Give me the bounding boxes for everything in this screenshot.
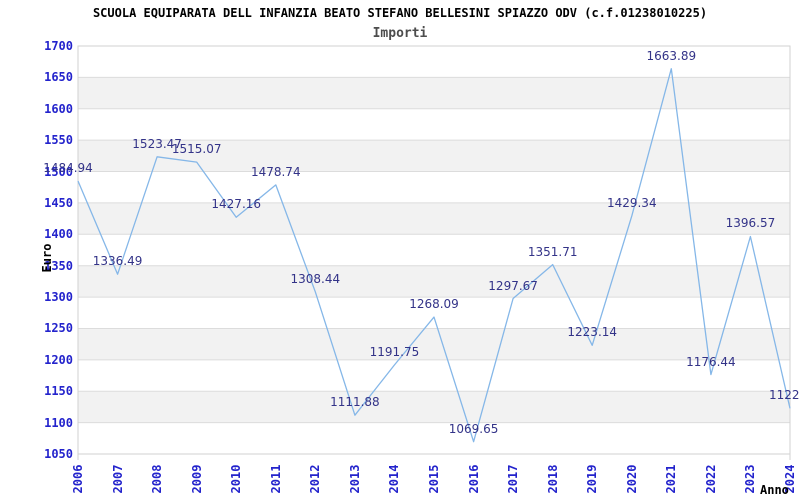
x-tick-label: 2007 [110,464,125,494]
x-tick-label: 2021 [664,464,679,494]
x-tick-label: 2023 [743,464,758,494]
y-axis-label: Euro [40,243,54,273]
data-line [77,68,791,443]
y-tick-label: 1650 [44,70,73,85]
grid-band [78,202,790,235]
point-value-label: 1308.44 [290,271,341,286]
chart-title: SCUOLA EQUIPARATA DELL INFANZIA BEATO ST… [92,6,708,20]
chart-subtitle: Importi [372,26,428,41]
point-value-label: 1336.49 [92,254,143,269]
point-value-label: 1122.6 [769,388,800,403]
x-tick-label: 2013 [347,464,362,494]
point-value-label: 1351.71 [527,244,578,259]
y-tick-label: 1450 [44,195,73,210]
point-value-label: 1111.88 [330,395,380,410]
point-value-label: 1069.65 [448,421,499,436]
point-value-label: 1268.09 [409,297,459,312]
y-tick-label: 1500 [44,164,73,179]
x-tick-label: 2018 [545,464,560,494]
grid-band [78,328,790,360]
x-tick-label: 2020 [624,464,639,494]
y-tick-label: 1100 [44,415,73,430]
x-tick-label: 2008 [150,464,165,494]
y-tick-label: 1550 [44,133,73,148]
grid-band [78,77,790,109]
point-value-label: 1396.57 [725,216,776,231]
x-tick-label: 2006 [71,464,85,494]
y-tick-label: 1050 [44,447,73,461]
y-tick-label: 1150 [44,384,73,399]
point-value-label: 1429.34 [606,195,657,210]
point-value-label: 1176.44 [686,354,736,369]
x-tick-label: 2017 [506,464,521,494]
x-tick-label: 2014 [387,464,402,494]
point-value-label: 1484.94 [43,160,93,175]
x-tick-label: 2022 [703,464,718,494]
x-tick-label: 2009 [189,464,204,494]
x-tick-label: 2011 [268,464,283,494]
point-value-label: 1663.89 [646,48,697,63]
point-value-label: 1297.67 [488,278,538,293]
x-tick-label: 2010 [229,464,244,494]
point-value-label: 1427.16 [211,197,262,212]
x-tick-label: 2019 [585,464,600,494]
grid-band [78,391,790,423]
x-tick-label: 2012 [308,464,323,494]
y-tick-label: 1700 [44,39,73,53]
point-value-label: 1191.75 [369,345,420,360]
grid-band [78,265,790,298]
y-tick-label: 1200 [44,352,73,367]
point-value-label: 1523.47 [132,136,182,151]
grid-band [78,140,790,172]
y-tick-label: 1600 [44,101,73,116]
y-tick-label: 1350 [44,258,73,273]
x-tick-label: 2016 [466,464,481,494]
y-tick-label: 1300 [44,290,73,305]
y-tick-label: 1250 [44,321,73,336]
point-value-label: 1478.74 [250,164,301,179]
x-axis-label: Anno [760,483,789,497]
point-value-label: 1515.07 [171,142,222,157]
y-tick-label: 1400 [44,227,73,242]
x-tick-label: 2015 [427,464,441,494]
plot-border [77,45,791,455]
point-value-label: 1223.14 [567,325,618,340]
